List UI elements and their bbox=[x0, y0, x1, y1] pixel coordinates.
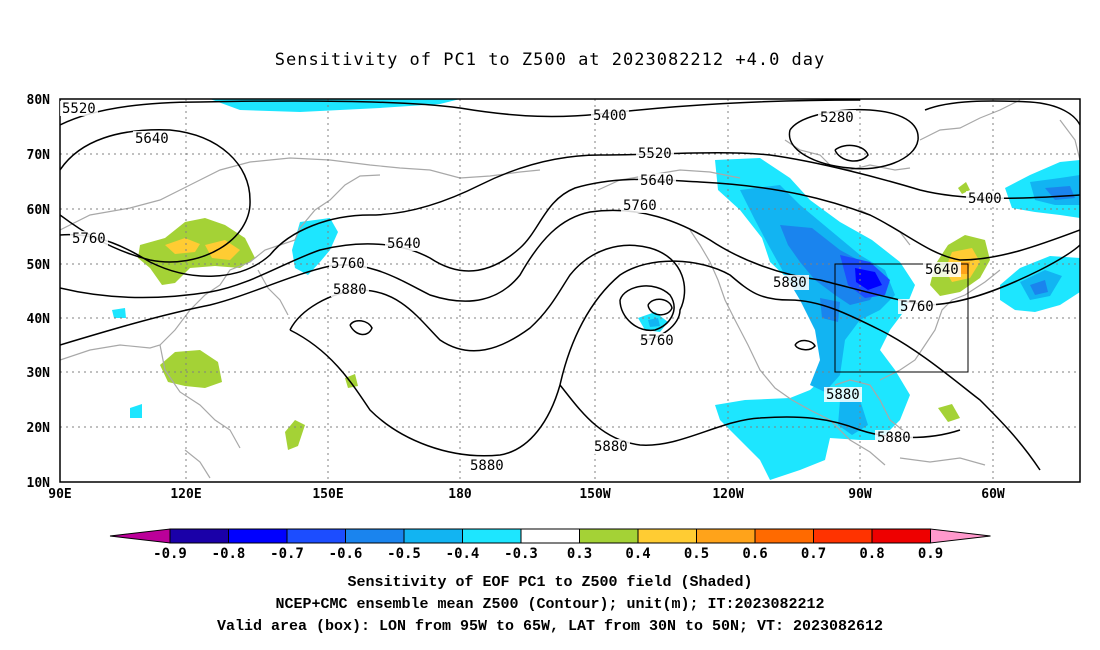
colorbar-swatch bbox=[637, 528, 697, 544]
colorbar-tick-label: -0.8 bbox=[212, 546, 246, 562]
colorbar-tick-label: 0.6 bbox=[742, 546, 767, 562]
colorbar-tick-label: -0.3 bbox=[504, 546, 538, 562]
contour-label: 5400 bbox=[968, 191, 1002, 207]
colorbar-tick-label: 0.8 bbox=[859, 546, 884, 562]
lon-label-150w: 150W bbox=[579, 487, 610, 502]
colorbar-tick-label: 0.4 bbox=[625, 546, 650, 562]
contour-label-bg bbox=[636, 146, 674, 161]
contour-label: 5400 bbox=[593, 108, 627, 124]
contour-label: 5760 bbox=[900, 299, 934, 315]
colorbar-tick-label: -0.4 bbox=[446, 546, 480, 562]
colorbar-swatch bbox=[286, 528, 346, 544]
colorbar-tick-label: 0.9 bbox=[918, 546, 943, 562]
colorbar-swatch bbox=[871, 528, 931, 544]
contour-label-bg bbox=[824, 387, 862, 402]
lat-label-10n: 10N bbox=[27, 476, 51, 491]
contour-label: 5760 bbox=[331, 256, 365, 272]
contour-label: 5760 bbox=[72, 231, 106, 247]
contour-label-bg bbox=[329, 256, 367, 271]
contour-label-bg bbox=[60, 101, 98, 116]
contour-label: 5880 bbox=[470, 458, 504, 474]
contour-label-bg bbox=[70, 231, 108, 246]
lat-label-60n: 60N bbox=[27, 203, 51, 218]
map-title: Sensitivity of PC1 to Z500 at 2023082212… bbox=[274, 50, 826, 70]
lon-label-180: 180 bbox=[448, 487, 472, 502]
contour-label-bg bbox=[385, 236, 423, 251]
z500-contours bbox=[60, 99, 1080, 471]
contour-label: 5880 bbox=[594, 439, 628, 455]
contour-label-bg bbox=[966, 191, 1004, 206]
valid-area-box bbox=[834, 263, 969, 373]
colorbar-swatch bbox=[696, 528, 756, 544]
map-frame bbox=[59, 98, 1081, 483]
colorbar-tick-label: -0.5 bbox=[387, 546, 421, 562]
lat-label-40n: 40N bbox=[27, 312, 51, 327]
colorbar-swatch bbox=[579, 528, 639, 544]
contour-label: 5640 bbox=[925, 262, 959, 278]
contour-label-bg bbox=[638, 333, 676, 348]
colorbar-swatch bbox=[813, 528, 873, 544]
colorbar-swatch bbox=[403, 528, 463, 544]
lon-label-120e: 120E bbox=[170, 487, 201, 502]
colorbar-tick-label: 0.5 bbox=[684, 546, 709, 562]
lat-label-70n: 70N bbox=[27, 148, 51, 163]
contour-label-bg bbox=[898, 299, 936, 314]
contour-labels: 5520 5640 5760 5640 5760 5880 5400 5520 5640 5760… bbox=[60, 101, 1004, 474]
caption-shaded: Sensitivity of EOF PC1 to Z500 field (Sh… bbox=[347, 574, 753, 591]
colorbar-swatch bbox=[345, 528, 405, 544]
lat-label-80n: 80N bbox=[27, 93, 51, 108]
colorbar-tick-label: -0.9 bbox=[153, 546, 187, 562]
lon-label-120w: 120W bbox=[712, 487, 743, 502]
contour-label-bg bbox=[875, 430, 913, 445]
colorbar-swatch bbox=[754, 528, 814, 544]
contour-label: 5280 bbox=[820, 110, 854, 126]
contour-label: 5640 bbox=[135, 131, 169, 147]
lon-label-90e: 90E bbox=[48, 487, 71, 502]
lon-label-150e: 150E bbox=[312, 487, 343, 502]
contour-label: 5880 bbox=[333, 282, 367, 298]
lon-label-90w: 90W bbox=[848, 487, 872, 502]
caption-contour: NCEP+CMC ensemble mean Z500 (Contour); u… bbox=[275, 596, 825, 613]
colorbar-tick-label: -0.6 bbox=[329, 546, 363, 562]
lat-label-30n: 30N bbox=[27, 366, 51, 381]
contour-label-bg bbox=[592, 439, 630, 454]
contour-label: 5640 bbox=[640, 173, 674, 189]
colorbar-low-arrow bbox=[109, 528, 171, 544]
lat-label-20n: 20N bbox=[27, 421, 51, 436]
contour-label: 5880 bbox=[877, 430, 911, 446]
colorbar-swatch bbox=[520, 528, 580, 544]
colorbar-swatch bbox=[462, 528, 522, 544]
contour-label: 5760 bbox=[640, 333, 674, 349]
contour-label-bg bbox=[331, 282, 369, 297]
colorbar-swatch bbox=[228, 528, 288, 544]
contour-label: 5640 bbox=[387, 236, 421, 252]
colorbar-high-arrow bbox=[930, 528, 991, 544]
contour-label: 5520 bbox=[62, 101, 96, 117]
contour-label-bg bbox=[591, 108, 629, 123]
lat-label-50n: 50N bbox=[27, 258, 51, 273]
caption-valid-area: Valid area (box): LON from 95W to 65W, L… bbox=[216, 618, 884, 635]
colorbar-tick-label: 0.7 bbox=[801, 546, 826, 562]
contour-label: 5520 bbox=[638, 146, 672, 162]
contour-label-bg bbox=[621, 198, 659, 213]
contour-label: 5880 bbox=[826, 387, 860, 403]
contour-label-bg bbox=[133, 131, 171, 146]
colorbar-tick-label: 0.3 bbox=[567, 546, 592, 562]
colorbar-swatch bbox=[169, 528, 229, 544]
contour-label-bg bbox=[468, 458, 506, 473]
contour-label-bg bbox=[638, 173, 676, 188]
contour-label: 5880 bbox=[773, 275, 807, 291]
contour-label-bg bbox=[771, 275, 809, 290]
colorbar-tick-label: -0.7 bbox=[270, 546, 304, 562]
contour-label-bg bbox=[818, 110, 856, 125]
lon-label-60w: 60W bbox=[981, 487, 1005, 502]
colorbar: -0.9 -0.8 -0.7 -0.6 -0.5 -0.4 -0.3 0.3 0.4 0.5 0.6… bbox=[109, 528, 991, 562]
contour-label: 5760 bbox=[623, 198, 657, 214]
contour-label-bg bbox=[923, 262, 961, 277]
